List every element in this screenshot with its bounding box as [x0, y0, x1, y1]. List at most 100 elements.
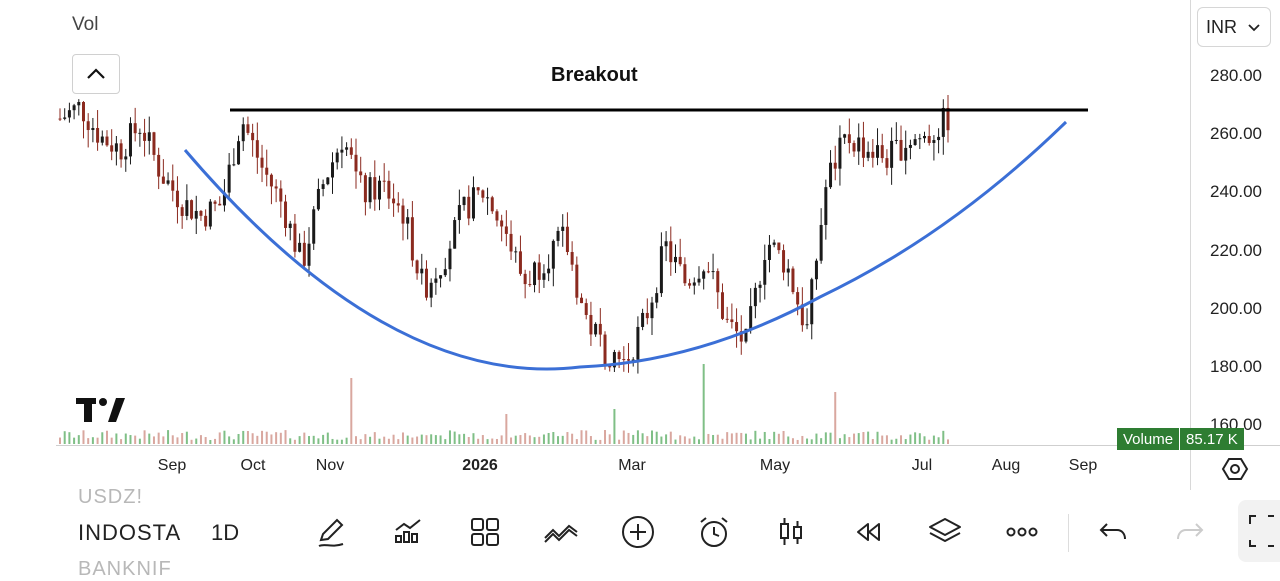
candle-body — [227, 164, 231, 193]
volume-bar — [585, 430, 588, 444]
indicators-button[interactable] — [390, 514, 426, 550]
candle-body — [81, 102, 85, 122]
replay-button[interactable] — [850, 514, 886, 550]
candle-body — [312, 209, 316, 244]
undo-button[interactable] — [1095, 514, 1131, 550]
breakout-label: Breakout — [551, 64, 638, 86]
volume-bar — [735, 432, 738, 444]
volume-bar — [712, 434, 715, 444]
candle-body — [288, 223, 292, 228]
candle-body — [598, 323, 602, 335]
volume-bar — [881, 435, 884, 444]
price-axis-divider — [1190, 0, 1191, 490]
candle-body — [232, 164, 236, 166]
volume-bar — [862, 432, 865, 444]
volume-bar — [453, 431, 456, 444]
collapse-button[interactable] — [72, 54, 120, 94]
candle-body — [91, 128, 95, 131]
candle-body — [392, 198, 396, 204]
candle-body — [208, 201, 212, 227]
candle-body — [377, 180, 381, 200]
candle-body — [702, 271, 706, 279]
volume-bar — [359, 439, 362, 444]
volume-bar — [796, 439, 799, 444]
volume-bar — [420, 434, 423, 444]
candle-body — [556, 230, 560, 241]
candle-body — [706, 271, 710, 273]
candle-body — [824, 187, 828, 225]
symbol-ghost-next[interactable]: BANKNIF — [78, 558, 172, 580]
volume-bar — [275, 432, 278, 444]
volume-bar — [824, 432, 827, 444]
symbol-ghost-prev[interactable]: USDZ! — [78, 486, 143, 508]
draw-tool-button[interactable] — [313, 514, 349, 550]
volume-bar — [82, 430, 85, 444]
volume-badge-value: 85.17 K — [1186, 430, 1238, 448]
settings-icon[interactable] — [1221, 455, 1249, 483]
volume-bar — [251, 433, 254, 444]
candle-body — [673, 256, 677, 263]
candle-body — [814, 260, 818, 280]
candle-body — [486, 197, 490, 199]
volume-bar — [406, 435, 409, 444]
currency-select[interactable]: INR — [1197, 7, 1271, 47]
volume-bar — [519, 435, 522, 444]
candle-body — [805, 324, 809, 326]
volume-bar — [73, 437, 76, 444]
volume-bar — [580, 430, 583, 444]
candle-body — [114, 143, 118, 152]
add-button[interactable] — [620, 514, 656, 550]
layouts-button[interactable] — [467, 514, 503, 550]
volume-bar — [495, 438, 498, 444]
compare-button[interactable] — [543, 514, 579, 550]
volume-bar — [162, 436, 165, 444]
candle-body — [561, 226, 565, 231]
candle-body — [204, 215, 208, 227]
volume-bar — [284, 430, 287, 444]
candle-body — [274, 186, 278, 189]
alert-button[interactable] — [696, 514, 732, 550]
layers-button[interactable] — [927, 514, 963, 550]
candle-body — [161, 176, 165, 184]
candle-body — [345, 147, 349, 150]
candle-body — [363, 175, 367, 203]
candle-body — [382, 180, 386, 182]
candle-body — [166, 180, 170, 184]
interval-button[interactable]: 1D — [211, 520, 240, 545]
candle-body — [190, 200, 194, 219]
candle-body — [655, 293, 659, 303]
candle-body — [692, 282, 696, 286]
more-button[interactable] — [1004, 514, 1040, 550]
candle-body — [340, 149, 344, 153]
volume-bar — [885, 435, 888, 444]
volume-bar — [608, 434, 611, 444]
pen-icon — [318, 518, 344, 547]
volume-bar — [157, 432, 160, 444]
price-chart[interactable] — [0, 0, 1280, 490]
volume-bar — [143, 430, 146, 444]
volume-bar — [491, 438, 494, 444]
candle-body — [575, 264, 579, 298]
price-tick-label: 260.00 — [1210, 124, 1262, 143]
volume-bar — [594, 439, 597, 444]
symbol-name[interactable]: INDOSTA — [78, 520, 182, 545]
volume-bar — [467, 437, 470, 444]
volume-bar — [759, 438, 762, 444]
fullscreen-button[interactable] — [1238, 500, 1280, 562]
candle-body — [641, 312, 645, 327]
candle-body — [852, 143, 856, 152]
volume-bar — [693, 436, 696, 444]
volume-bar — [566, 432, 569, 444]
volume-bar — [270, 434, 273, 444]
chart-type-button[interactable] — [773, 514, 809, 550]
candle-body — [415, 260, 419, 274]
redo-button[interactable] — [1172, 514, 1208, 550]
candle-body — [100, 136, 104, 143]
volume-bar — [773, 431, 776, 444]
candle-body — [490, 197, 494, 212]
candle-body — [650, 302, 654, 319]
volume-bar — [387, 438, 390, 444]
volume-bar — [261, 430, 264, 444]
candle-body — [565, 226, 569, 253]
volume-bar — [679, 435, 682, 444]
